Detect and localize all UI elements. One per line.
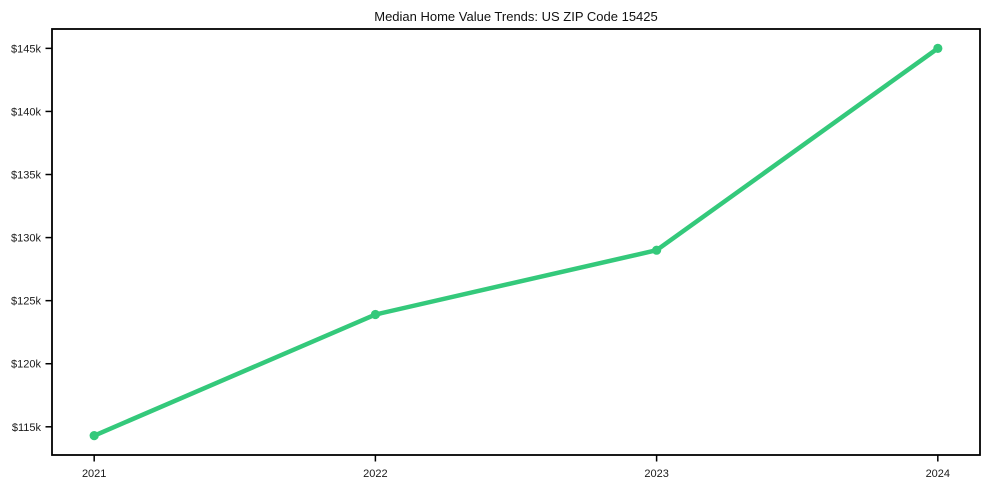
- series-group: [89, 43, 943, 441]
- x-axis: 2021 2022 2023 2024: [82, 455, 950, 480]
- chart-title: Median Home Value Trends: US ZIP Code 15…: [374, 9, 658, 24]
- y-tick-label: $120k: [11, 359, 41, 371]
- data-point-2021: [89, 431, 99, 441]
- plot-frame: [51, 28, 981, 456]
- y-tick-label: $135k: [11, 170, 41, 182]
- y-tick-label: $140k: [11, 106, 41, 118]
- data-point-2022: [370, 309, 380, 320]
- x-tick-label: 2023: [644, 468, 668, 480]
- trend-line: [91, 46, 941, 438]
- x-tick-label: 2021: [82, 468, 106, 480]
- data-point-2023: [652, 245, 662, 255]
- y-tick-label: $125k: [11, 296, 41, 308]
- data-point-2024: [933, 43, 943, 53]
- x-tick-label: 2022: [363, 468, 387, 480]
- y-tick-label: $115k: [12, 422, 42, 434]
- y-tick-label: $130k: [11, 233, 41, 245]
- y-axis: $115k $120k $125k $130k $135k $140k $145k: [11, 43, 52, 434]
- x-tick-label: 2024: [926, 468, 950, 480]
- y-tick-label: $145k: [11, 43, 41, 55]
